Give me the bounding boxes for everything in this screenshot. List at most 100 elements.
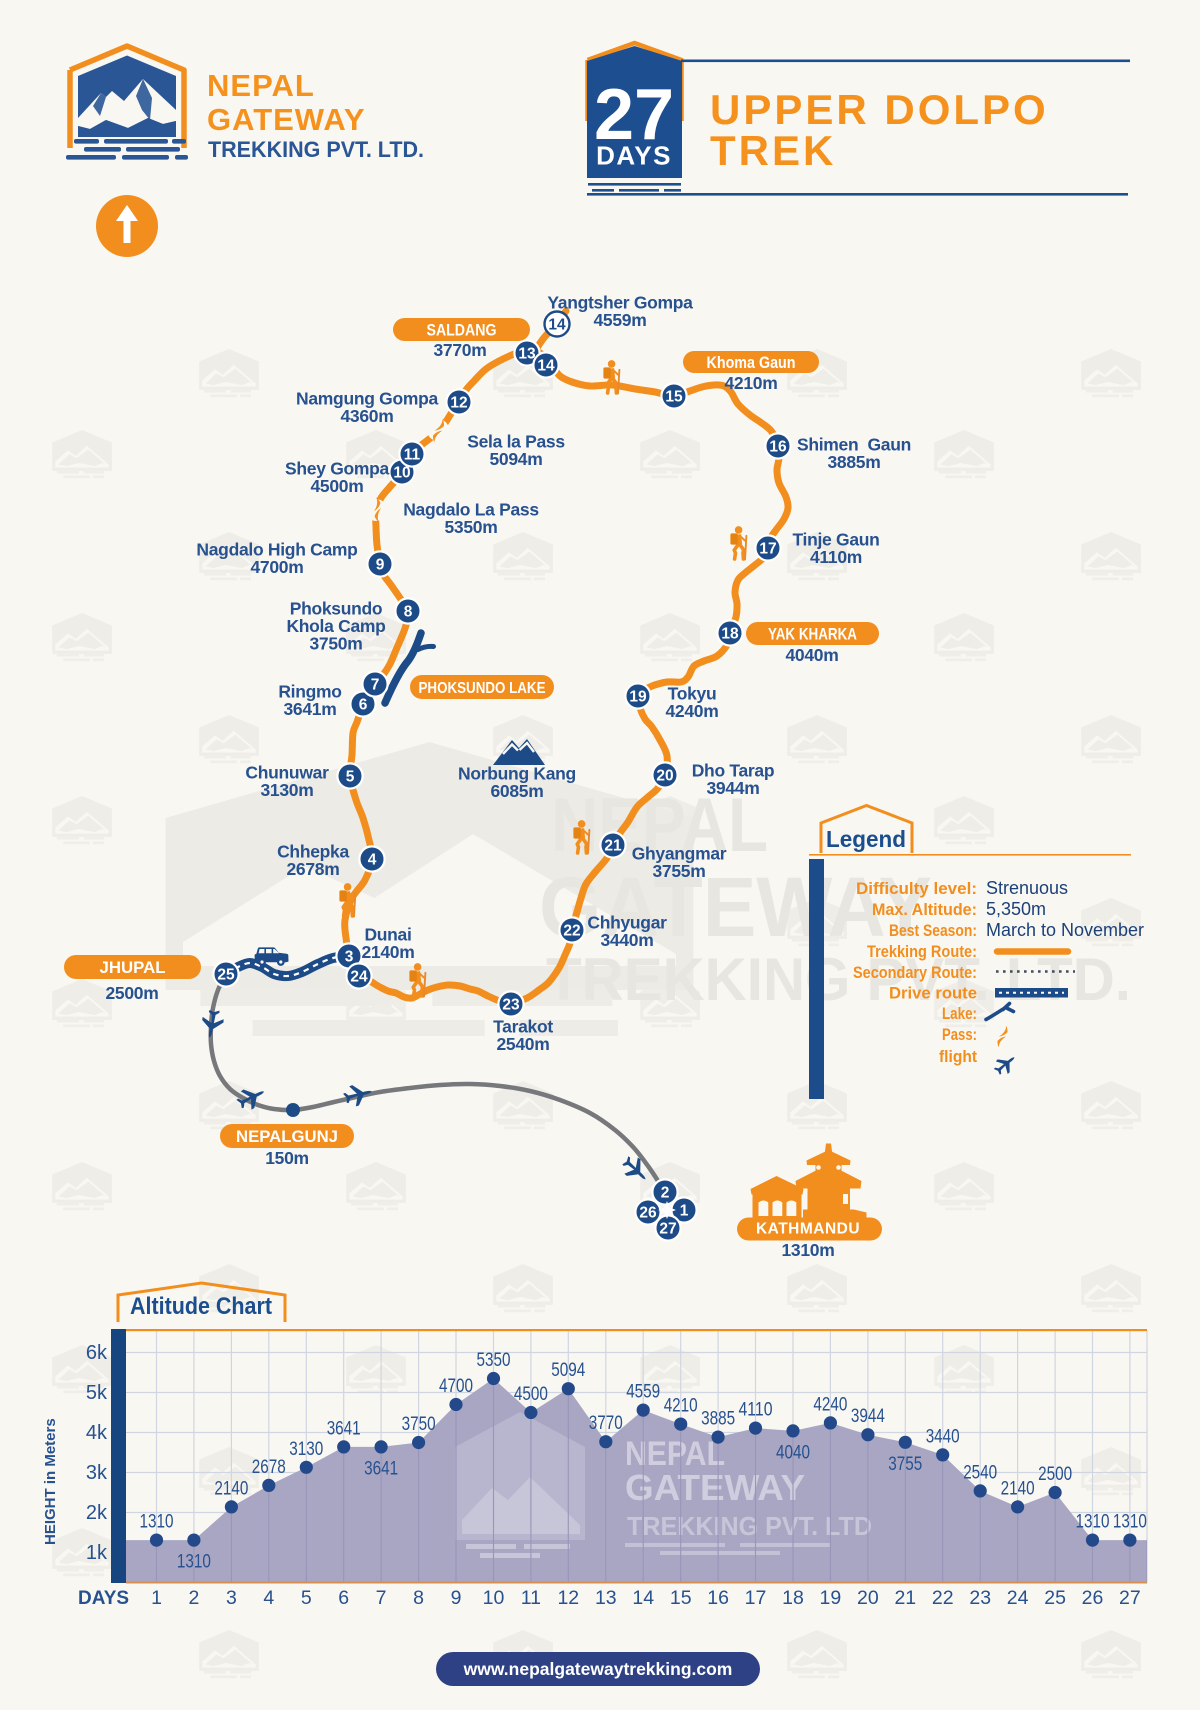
svg-text:DAYS: DAYS bbox=[596, 141, 672, 171]
svg-text:2540: 2540 bbox=[963, 1462, 997, 1483]
svg-text:21: 21 bbox=[604, 838, 622, 855]
svg-text:5350m: 5350m bbox=[445, 517, 498, 537]
svg-text:4240m: 4240m bbox=[666, 701, 719, 721]
svg-text:2500: 2500 bbox=[1038, 1464, 1072, 1485]
svg-text:13: 13 bbox=[518, 346, 536, 363]
svg-text:TREKKING PVT. LTD.: TREKKING PVT. LTD. bbox=[208, 137, 424, 162]
svg-text:5,350m: 5,350m bbox=[986, 899, 1046, 919]
svg-text:Chhepka: Chhepka bbox=[277, 841, 349, 861]
svg-text:Namgung Gompa: Namgung Gompa bbox=[296, 388, 439, 408]
svg-text:15: 15 bbox=[665, 389, 683, 406]
svg-text:19: 19 bbox=[820, 1587, 842, 1609]
svg-text:14: 14 bbox=[632, 1587, 654, 1609]
svg-text:3770: 3770 bbox=[589, 1413, 623, 1434]
svg-text:3750m: 3750m bbox=[310, 634, 363, 654]
svg-text:4360m: 4360m bbox=[341, 406, 394, 426]
svg-text:20: 20 bbox=[656, 768, 673, 785]
svg-text:3440: 3440 bbox=[926, 1426, 960, 1447]
svg-text:2: 2 bbox=[188, 1587, 199, 1609]
svg-text:Tinje Gaun: Tinje Gaun bbox=[792, 529, 879, 549]
svg-text:20: 20 bbox=[857, 1587, 879, 1609]
svg-text:26: 26 bbox=[639, 1205, 657, 1222]
svg-text:YAK KHARKA: YAK KHARKA bbox=[768, 625, 857, 644]
svg-text:24: 24 bbox=[350, 969, 368, 986]
svg-text:2140: 2140 bbox=[214, 1478, 248, 1499]
svg-text:1: 1 bbox=[680, 1203, 689, 1220]
svg-text:SALDANG: SALDANG bbox=[427, 321, 497, 340]
svg-text:3130m: 3130m bbox=[261, 780, 314, 800]
svg-text:TREKKING PVT. LTD: TREKKING PVT. LTD bbox=[627, 1511, 872, 1541]
svg-text:11: 11 bbox=[404, 447, 421, 464]
svg-text:25: 25 bbox=[217, 967, 235, 984]
svg-text:23: 23 bbox=[969, 1587, 991, 1609]
svg-text:13: 13 bbox=[595, 1587, 617, 1609]
svg-text:4210: 4210 bbox=[664, 1396, 698, 1417]
svg-text:1310: 1310 bbox=[1076, 1512, 1110, 1533]
svg-text:DAYS: DAYS bbox=[78, 1588, 129, 1609]
svg-text:3: 3 bbox=[345, 949, 354, 966]
svg-text:2140: 2140 bbox=[1001, 1478, 1035, 1499]
svg-text:15: 15 bbox=[670, 1587, 692, 1609]
svg-text:18: 18 bbox=[782, 1587, 804, 1609]
svg-text:27: 27 bbox=[594, 75, 674, 155]
svg-text:26: 26 bbox=[1082, 1587, 1104, 1609]
svg-text:Secondary Route:: Secondary Route: bbox=[853, 963, 977, 982]
svg-text:9: 9 bbox=[376, 557, 385, 574]
svg-text:Chunuwar: Chunuwar bbox=[245, 762, 329, 782]
svg-text:2: 2 bbox=[661, 1185, 670, 1202]
svg-text:2540m: 2540m bbox=[497, 1034, 550, 1054]
svg-text:6k: 6k bbox=[86, 1342, 108, 1364]
svg-text:4210m: 4210m bbox=[725, 373, 778, 393]
svg-text:Dho Tarap: Dho Tarap bbox=[692, 760, 775, 780]
svg-text:3641m: 3641m bbox=[284, 699, 337, 719]
svg-text:1k: 1k bbox=[86, 1542, 108, 1564]
svg-text:9: 9 bbox=[451, 1587, 462, 1609]
svg-text:Trekking Route:: Trekking Route: bbox=[867, 942, 977, 961]
svg-text:16: 16 bbox=[769, 439, 787, 456]
svg-text:5: 5 bbox=[301, 1587, 312, 1609]
svg-text:2678m: 2678m bbox=[287, 859, 340, 879]
svg-text:4110m: 4110m bbox=[810, 547, 862, 567]
svg-text:7: 7 bbox=[376, 1587, 387, 1609]
svg-text:3755m: 3755m bbox=[653, 861, 706, 881]
svg-text:23: 23 bbox=[502, 997, 520, 1014]
svg-text:UPPER DOLPO: UPPER DOLPO bbox=[710, 86, 1049, 133]
svg-text:10: 10 bbox=[483, 1587, 505, 1609]
svg-text:4: 4 bbox=[368, 852, 377, 869]
svg-text:14: 14 bbox=[537, 358, 555, 375]
svg-text:Lake:: Lake: bbox=[942, 1004, 977, 1023]
svg-text:4: 4 bbox=[263, 1587, 274, 1609]
svg-text:5350: 5350 bbox=[477, 1350, 511, 1371]
svg-text:3755: 3755 bbox=[888, 1454, 922, 1475]
svg-text:8: 8 bbox=[404, 604, 413, 621]
svg-text:24: 24 bbox=[1007, 1587, 1029, 1609]
svg-text:Ghyangmar: Ghyangmar bbox=[632, 843, 727, 863]
svg-text:Pass:: Pass: bbox=[942, 1025, 977, 1044]
svg-text:4500: 4500 bbox=[514, 1384, 548, 1405]
svg-text:5094: 5094 bbox=[551, 1360, 585, 1381]
svg-text:3885m: 3885m bbox=[828, 452, 881, 472]
svg-text:TREKKING PVT. LTD.: TREKKING PVT. LTD. bbox=[546, 946, 1131, 1013]
svg-text:21: 21 bbox=[894, 1587, 916, 1609]
svg-text:4k: 4k bbox=[86, 1422, 108, 1444]
svg-text:GATEWAY: GATEWAY bbox=[625, 1467, 805, 1508]
svg-text:Tarakot: Tarakot bbox=[493, 1016, 553, 1036]
svg-text:14: 14 bbox=[548, 317, 566, 334]
svg-text:Khola Camp: Khola Camp bbox=[286, 616, 385, 636]
svg-text:12: 12 bbox=[450, 395, 467, 412]
svg-text:2678: 2678 bbox=[252, 1457, 286, 1478]
svg-text:1310m: 1310m bbox=[782, 1240, 835, 1260]
svg-text:TREK: TREK bbox=[710, 127, 836, 174]
svg-text:10: 10 bbox=[393, 465, 410, 482]
svg-text:GATEWAY: GATEWAY bbox=[539, 860, 932, 954]
svg-text:Phoksundo: Phoksundo bbox=[290, 599, 383, 619]
svg-text:4110: 4110 bbox=[739, 1400, 773, 1421]
svg-text:3885: 3885 bbox=[701, 1409, 735, 1430]
svg-text:Ringmo: Ringmo bbox=[278, 681, 341, 701]
svg-text:4240: 4240 bbox=[813, 1394, 847, 1415]
svg-text:5094m: 5094m bbox=[490, 449, 543, 469]
svg-text:Shimen Gaun: Shimen Gaun bbox=[797, 434, 911, 454]
svg-text:4559: 4559 bbox=[626, 1382, 660, 1403]
svg-text:Khoma Gaun: Khoma Gaun bbox=[707, 353, 796, 372]
svg-text:flight: flight bbox=[939, 1047, 977, 1066]
